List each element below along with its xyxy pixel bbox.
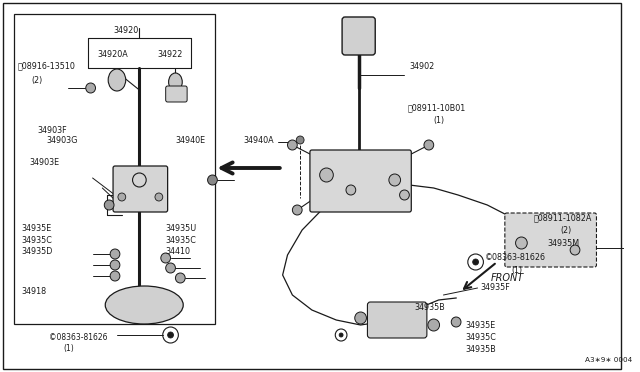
Text: 34935C: 34935C	[166, 235, 196, 244]
Text: 34940A: 34940A	[244, 135, 275, 144]
Text: (2): (2)	[31, 76, 42, 84]
Circle shape	[166, 263, 175, 273]
Circle shape	[346, 185, 356, 195]
Circle shape	[110, 271, 120, 281]
Circle shape	[399, 190, 410, 200]
Text: 34903F: 34903F	[37, 125, 67, 135]
Circle shape	[319, 168, 333, 182]
Circle shape	[207, 175, 218, 185]
Text: 34903E: 34903E	[29, 157, 60, 167]
Circle shape	[175, 273, 185, 283]
Circle shape	[516, 237, 527, 249]
FancyBboxPatch shape	[505, 213, 596, 267]
Circle shape	[161, 253, 170, 263]
Bar	[13, 14, 216, 324]
Text: 34903G: 34903G	[47, 135, 78, 144]
Text: 34918: 34918	[22, 288, 47, 296]
Text: 34410: 34410	[166, 247, 191, 257]
FancyBboxPatch shape	[113, 166, 168, 212]
Ellipse shape	[108, 69, 125, 91]
FancyBboxPatch shape	[342, 17, 375, 55]
Text: 34935D: 34935D	[22, 247, 53, 257]
Text: 34940E: 34940E	[175, 135, 205, 144]
Text: 34920A: 34920A	[97, 49, 128, 58]
Circle shape	[155, 193, 163, 201]
Ellipse shape	[105, 286, 183, 324]
Circle shape	[168, 332, 173, 338]
Text: 34935M: 34935M	[548, 240, 580, 248]
Text: 34935F: 34935F	[481, 283, 510, 292]
Circle shape	[296, 136, 304, 144]
Text: 34935E: 34935E	[466, 321, 496, 330]
Text: (1): (1)	[511, 266, 523, 275]
Circle shape	[287, 140, 297, 150]
Text: 34922: 34922	[158, 49, 183, 58]
Circle shape	[355, 312, 367, 324]
Circle shape	[104, 200, 114, 210]
Circle shape	[424, 140, 434, 150]
Text: 34935C: 34935C	[22, 235, 52, 244]
Circle shape	[339, 333, 343, 337]
Text: 34902: 34902	[410, 61, 435, 71]
Circle shape	[110, 249, 120, 259]
Text: 34935U: 34935U	[166, 224, 197, 232]
Circle shape	[428, 319, 440, 331]
Circle shape	[389, 174, 401, 186]
Text: Ⓞ08911-1082A: Ⓞ08911-1082A	[534, 214, 593, 222]
Text: A3∗9∗ 0004: A3∗9∗ 0004	[585, 357, 632, 363]
FancyBboxPatch shape	[310, 150, 412, 212]
Circle shape	[473, 259, 479, 265]
Text: Ⓞ08911-10B01: Ⓞ08911-10B01	[408, 103, 466, 112]
Text: FRONT: FRONT	[492, 273, 524, 283]
Text: ©08363-81626: ©08363-81626	[484, 253, 545, 263]
FancyBboxPatch shape	[367, 302, 427, 338]
Text: 34935B: 34935B	[414, 304, 445, 312]
Circle shape	[292, 205, 302, 215]
FancyBboxPatch shape	[166, 86, 187, 102]
Circle shape	[110, 260, 120, 270]
Text: 34935C: 34935C	[466, 334, 497, 343]
Circle shape	[86, 83, 95, 93]
Text: (1): (1)	[63, 344, 74, 353]
Text: 34935E: 34935E	[22, 224, 52, 232]
Text: (1): (1)	[434, 115, 445, 125]
Text: ⓕ08916-13510: ⓕ08916-13510	[17, 61, 76, 71]
Text: ©08363-81626: ©08363-81626	[49, 333, 108, 341]
Text: 34920: 34920	[113, 26, 138, 35]
Ellipse shape	[168, 73, 182, 91]
Circle shape	[451, 317, 461, 327]
Text: 34935B: 34935B	[466, 346, 497, 355]
Circle shape	[570, 245, 580, 255]
Text: (2): (2)	[561, 225, 572, 234]
Circle shape	[118, 193, 125, 201]
